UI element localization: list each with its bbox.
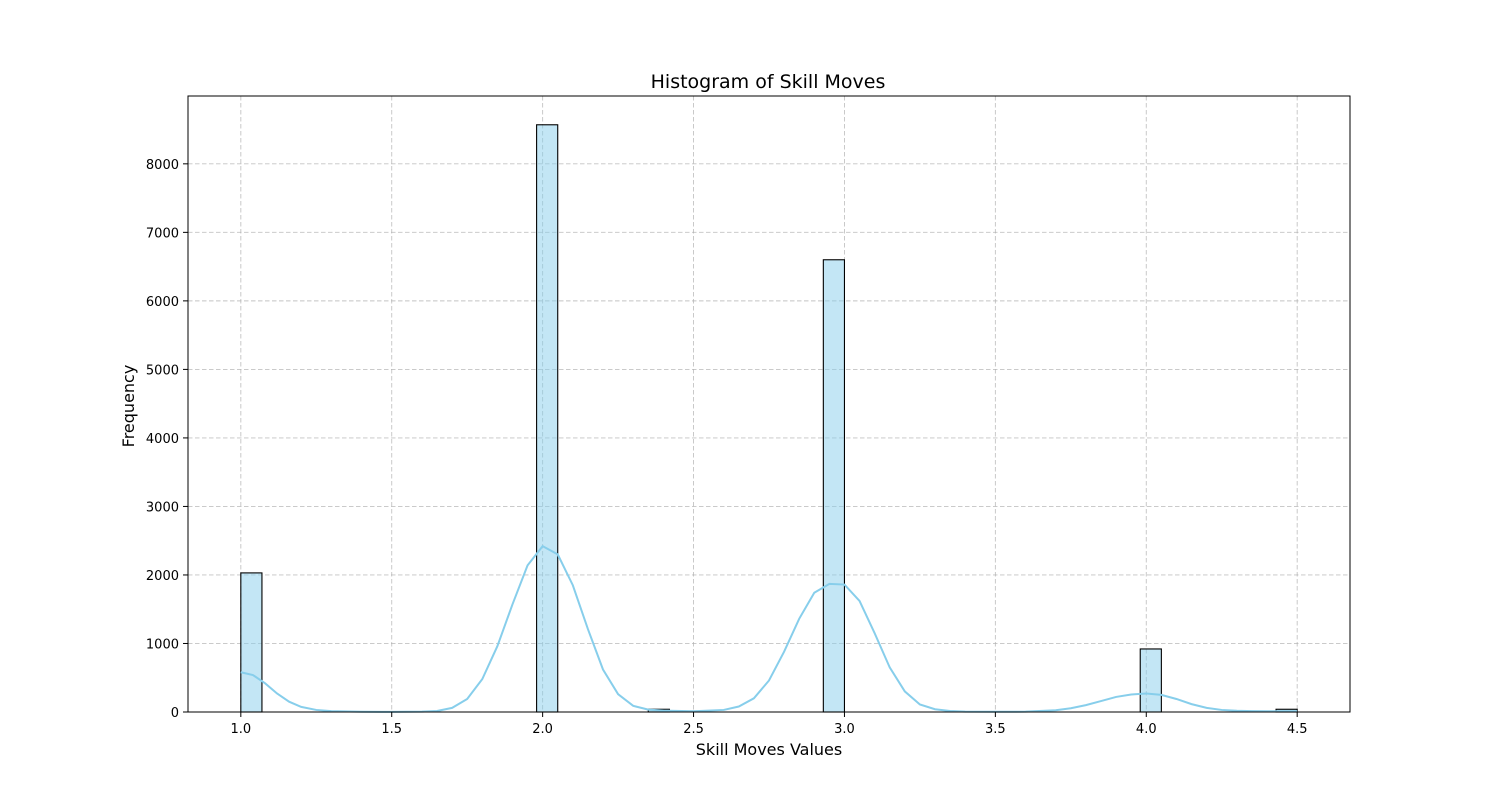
histogram-bar <box>1139 648 1162 713</box>
x-tick-label: 1.5 <box>381 722 402 737</box>
histogram-bar <box>822 259 846 713</box>
x-tick-label: 4.0 <box>1136 722 1157 737</box>
grid-lines <box>188 96 1350 713</box>
x-tick-label: 2.5 <box>683 722 704 737</box>
y-tick-label: 2000 <box>146 569 179 584</box>
chart-title: Histogram of Skill Moves <box>651 71 886 93</box>
y-tick-label: 1000 <box>146 637 179 652</box>
y-tick-label: 8000 <box>146 158 179 173</box>
y-tick-label: 7000 <box>146 226 179 241</box>
y-tick-label: 4000 <box>146 432 179 447</box>
histogram-bars <box>240 124 1298 713</box>
histogram-bar <box>240 572 263 713</box>
x-tick-label: 2.0 <box>532 722 553 737</box>
x-axis-label: Skill Moves Values <box>696 740 842 759</box>
x-tick-label: 3.5 <box>985 722 1006 737</box>
x-tick-label: 3.0 <box>834 722 855 737</box>
x-tick-label: 4.5 <box>1287 722 1308 737</box>
x-axis-ticks: 1.0 1.5 2.0 2.5 3.0 3.5 4.0 4.5 <box>230 712 1308 737</box>
y-tick-label: 5000 <box>146 363 179 378</box>
y-tick-label: 6000 <box>146 295 179 310</box>
plot-frame <box>187 95 1351 713</box>
histogram-bar <box>536 124 559 713</box>
kde-curve <box>240 544 1298 713</box>
y-tick-label: 0 <box>171 706 179 721</box>
y-tick-label: 3000 <box>146 500 179 515</box>
y-axis-ticks: 0 1000 2000 3000 4000 5000 6000 7000 8000 <box>146 158 188 721</box>
x-tick-label: 1.0 <box>230 722 251 737</box>
y-axis-label: Frequency <box>119 365 138 448</box>
